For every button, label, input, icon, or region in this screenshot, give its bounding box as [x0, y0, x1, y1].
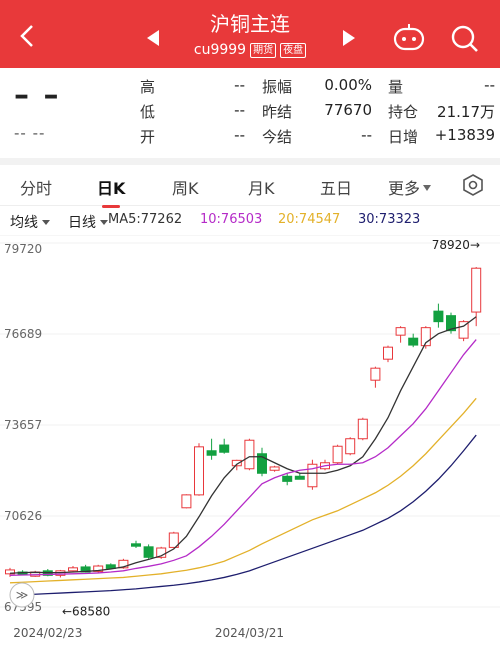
ma-legend: 10:76503 [200, 212, 263, 227]
code: cu9999 [193, 42, 247, 58]
price: – – [14, 78, 61, 113]
candle-body [383, 346, 393, 360]
ma-legend: 20:74547 [278, 212, 341, 227]
annotation: ←68580 [62, 604, 110, 618]
tab-bar: 分时 日K 周K 月K 五日 更多 [0, 165, 500, 208]
subtitle: cu9999 期货 夜盘 [0, 42, 500, 58]
ma-line [9, 316, 477, 574]
field-label: 量 [388, 78, 404, 96]
candle-body [68, 567, 78, 572]
candle-body [244, 439, 255, 470]
expand-button[interactable]: ≫ [9, 582, 35, 608]
x-tick-label: 2024/03/21 [215, 626, 284, 640]
field-label: 开 [140, 128, 156, 146]
candle-body [307, 463, 318, 488]
field-value: +13839 [434, 126, 495, 144]
field-label: 振幅 [262, 78, 293, 96]
candle-body [257, 453, 267, 474]
ma-line [9, 339, 477, 576]
field-label: 低 [140, 103, 156, 121]
tab[interactable]: 月K [248, 179, 275, 198]
prev-button[interactable] [146, 30, 160, 46]
candle-body [332, 445, 343, 464]
separator [0, 158, 500, 165]
candle-body [206, 450, 217, 456]
candle-body [408, 337, 419, 346]
field-label: 昨结 [262, 103, 293, 121]
candle-body [143, 546, 154, 558]
candle-body [446, 315, 456, 332]
candle-body [282, 475, 293, 482]
field-label: 今结 [262, 128, 293, 146]
candle-body [294, 475, 305, 480]
field-value: -- [234, 101, 245, 119]
candle-body [131, 543, 141, 547]
candle-body [471, 267, 482, 313]
field-label: 日增 [388, 128, 419, 146]
candle-body [395, 327, 406, 336]
y-tick-label: 73657 [4, 418, 42, 432]
candle-body [420, 327, 431, 347]
candle-body [370, 367, 381, 381]
header: 沪铜主连 cu9999 期货 夜盘 [0, 0, 500, 68]
x-tick-label: 2024/02/23 [13, 626, 82, 640]
tab[interactable]: 分时 [20, 179, 53, 198]
tab[interactable]: 更多 [388, 175, 431, 199]
search-icon[interactable] [450, 24, 480, 54]
candle-body [458, 321, 469, 339]
y-tick-label: 70626 [4, 509, 42, 523]
settings-icon[interactable] [460, 173, 486, 197]
badge: 期货 [250, 43, 277, 58]
title: 沪铜主连 [210, 12, 290, 36]
field-value: -- [484, 76, 495, 94]
field-label: 高 [140, 78, 156, 96]
candle-body [118, 559, 129, 569]
back-button[interactable] [18, 24, 38, 48]
candle-body [181, 494, 192, 509]
candle-body [168, 532, 179, 548]
ma-legend: MA5:77262 [108, 212, 183, 227]
tab[interactable]: 周K [172, 179, 199, 198]
candle-body [194, 446, 204, 496]
change: -- -- [14, 124, 46, 142]
ma-line [9, 397, 477, 584]
svg-text:≫: ≫ [16, 588, 29, 602]
period-button[interactable]: 日线 [68, 212, 108, 232]
field-value: -- [234, 126, 245, 144]
field-value: 0.00% [324, 76, 372, 94]
ma-line [9, 434, 477, 597]
y-tick-label: 79720 [4, 242, 42, 256]
y-tick-label: 76689 [4, 327, 42, 341]
kline-chart: 79720766897365770626675952024/02/232024/… [0, 235, 500, 640]
field-value: 77670 [324, 101, 372, 119]
candle-body [269, 466, 280, 471]
ma-button[interactable]: 均线 [10, 212, 50, 232]
field-label: 持仓 [388, 103, 419, 121]
candle-body [231, 459, 242, 467]
candle-body [93, 565, 104, 572]
field-value: -- [361, 126, 372, 144]
quote-panel: – – -- -- 高 -- 振幅 0.00% 量 -- 低 -- 昨结 77670 持仓 21.17… [0, 68, 500, 158]
candle-body [433, 310, 444, 323]
candle-body [357, 418, 368, 440]
robot-icon[interactable] [392, 22, 426, 54]
next-button[interactable] [342, 30, 356, 46]
candle-body [345, 438, 356, 455]
tab[interactable]: 五日 [320, 179, 353, 198]
tab[interactable]: 日K [97, 175, 125, 208]
field-value: 21.17万 [437, 103, 495, 121]
candle-body [219, 444, 230, 453]
badge: 夜盘 [280, 43, 307, 58]
candle-body [5, 569, 15, 575]
field-value: -- [234, 76, 245, 94]
annotation: 78920→ [432, 238, 480, 252]
ma-legend: 30:73323 [358, 212, 421, 227]
